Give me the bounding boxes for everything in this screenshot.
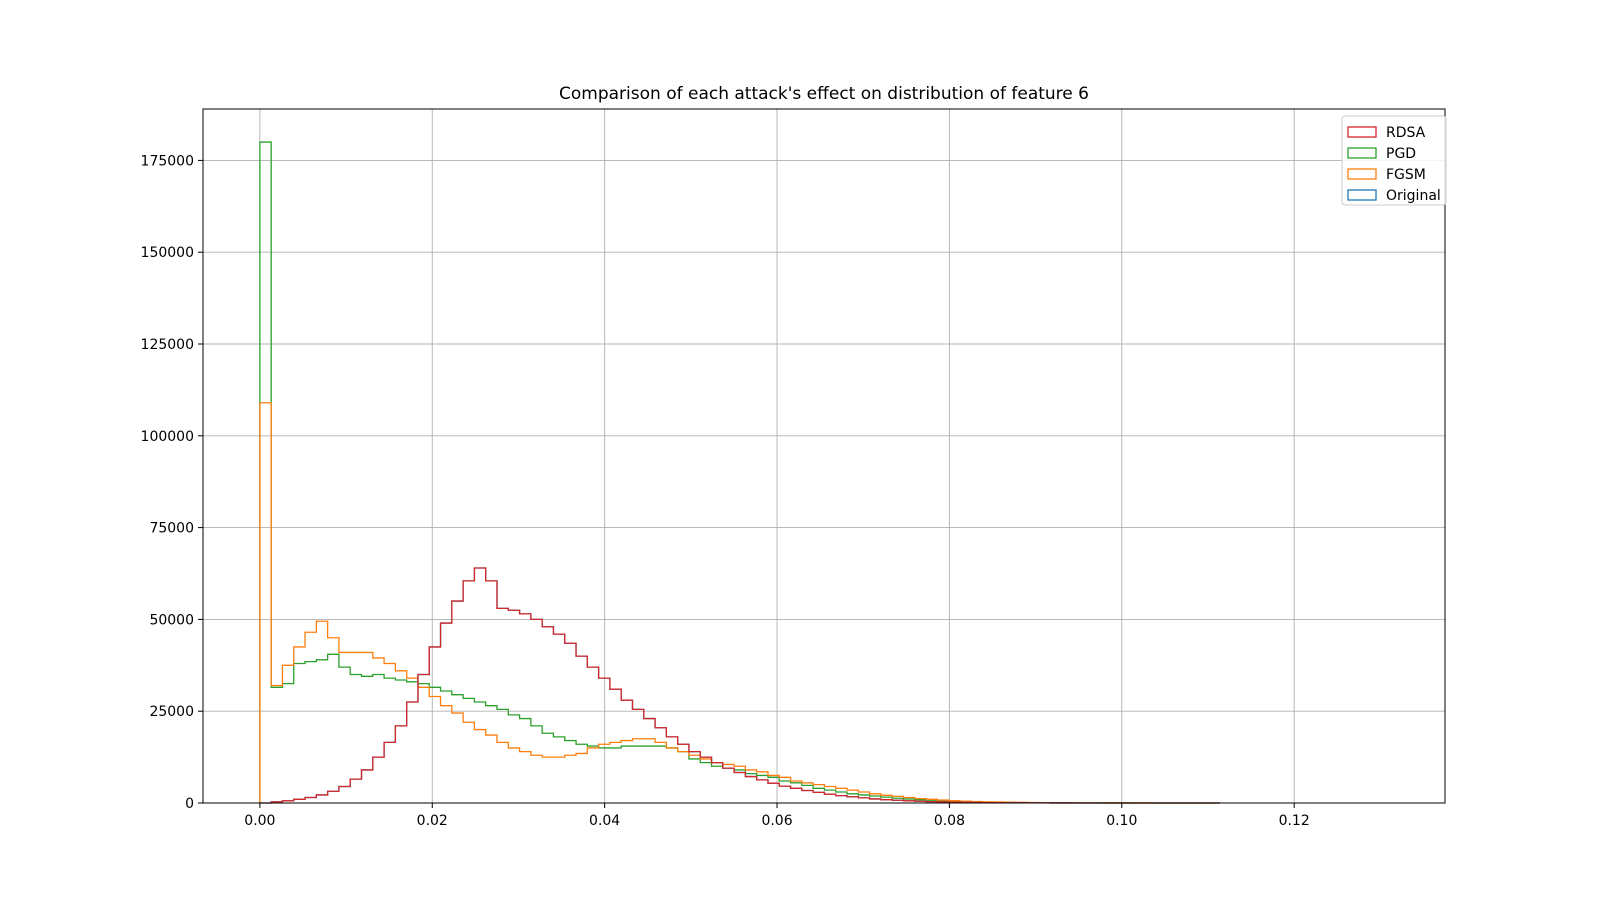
legend-label-pgd: PGD [1386, 146, 1416, 162]
x-tick-label: 0.02 [417, 813, 448, 829]
axes-frame [202, 108, 1446, 804]
x-tick-label: 0.10 [1106, 813, 1137, 829]
x-tick-label: 0.06 [761, 813, 792, 829]
legend: RDSA PGD FGSM Original [1341, 115, 1447, 206]
legend-label-rdsa: RDSA [1386, 125, 1426, 141]
legend-label-fgsm: FGSM [1386, 167, 1426, 183]
y-tick-label: 50000 [149, 612, 194, 628]
y-tick-label: 150000 [141, 245, 194, 261]
y-tick-label: 0 [185, 796, 194, 812]
legend-label-original: Original [1386, 188, 1441, 204]
ticks-layer: 0.00 0.02 0.04 0.06 0.08 0.10 0.12 0 25000 50000 7… [141, 153, 1310, 829]
y-tick-label: 125000 [141, 337, 194, 353]
x-tick-label: 0.04 [589, 813, 620, 829]
legend-swatch-rdsa [1347, 126, 1377, 138]
legend-swatch-fgsm [1347, 168, 1377, 180]
y-tick-label: 175000 [141, 153, 194, 169]
chart-title: Comparison of each attack's effect on di… [559, 84, 1089, 104]
legend-box [1341, 115, 1447, 206]
y-tick-label: 75000 [149, 521, 194, 537]
y-tick-label: 25000 [149, 704, 194, 720]
x-tick-label: 0.12 [1279, 813, 1310, 829]
legend-swatch-original [1347, 189, 1377, 201]
x-tick-label: 0.00 [244, 813, 275, 829]
legend-swatch-pgd [1347, 147, 1377, 159]
x-tick-label: 0.08 [934, 813, 965, 829]
y-tick-label: 100000 [141, 429, 194, 445]
